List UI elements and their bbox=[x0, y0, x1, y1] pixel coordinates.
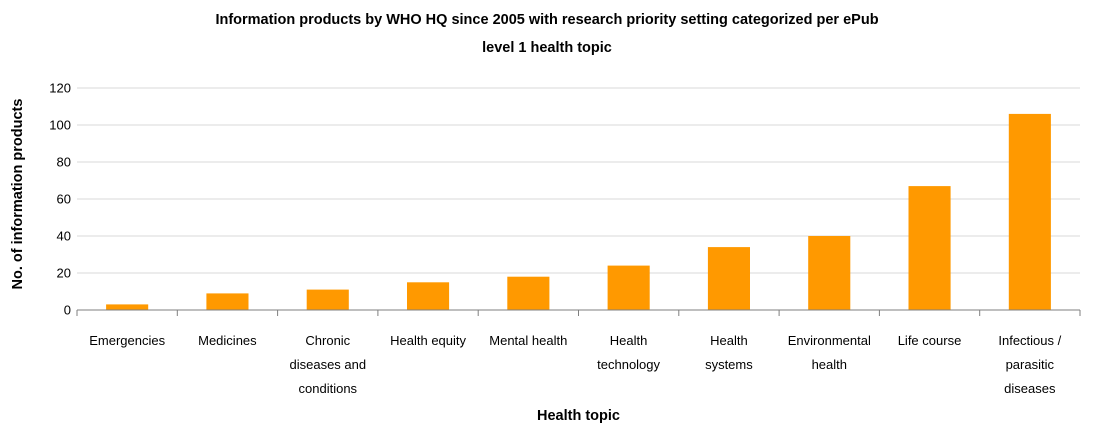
x-category-label: diseases bbox=[1004, 381, 1056, 396]
bar bbox=[908, 186, 951, 310]
x-category-label: health bbox=[812, 357, 847, 372]
x-category-label: Emergencies bbox=[89, 333, 165, 348]
bar bbox=[507, 276, 550, 310]
x-category-label: Infectious / bbox=[998, 333, 1061, 348]
bars bbox=[106, 113, 1051, 311]
x-category-label: Mental health bbox=[489, 333, 567, 348]
bar bbox=[407, 282, 450, 311]
y-tick-label: 0 bbox=[64, 303, 71, 318]
chart-title: Information products by WHO HQ since 200… bbox=[215, 12, 878, 56]
x-category-label: Medicines bbox=[198, 333, 257, 348]
bar bbox=[306, 289, 349, 310]
y-tick-label: 100 bbox=[49, 118, 71, 133]
y-tick-label: 60 bbox=[57, 192, 71, 207]
bar bbox=[206, 293, 249, 310]
x-axis-title: Health topic bbox=[537, 408, 620, 424]
x-axis bbox=[76, 309, 1081, 316]
x-category-label: Life course bbox=[898, 333, 962, 348]
x-category-label: diseases and bbox=[289, 357, 366, 372]
chart-title-line: level 1 health topic bbox=[482, 40, 612, 56]
x-category-label: technology bbox=[597, 357, 660, 372]
bar bbox=[607, 265, 650, 310]
x-category-label: systems bbox=[705, 357, 753, 372]
bar bbox=[106, 304, 149, 310]
bar bbox=[707, 247, 750, 310]
y-tick-label: 20 bbox=[57, 266, 71, 281]
x-category-label: Environmental bbox=[788, 333, 871, 348]
y-tick-label: 40 bbox=[57, 229, 71, 244]
y-axis-ticks: 0 20 40 60 80 100 120 bbox=[49, 81, 71, 318]
y-tick-label: 120 bbox=[49, 81, 71, 96]
x-category-label: Health equity bbox=[390, 333, 466, 348]
y-axis-title: No. of information products bbox=[10, 99, 26, 290]
x-category-label: parasitic bbox=[1006, 357, 1055, 372]
x-category-label: conditions bbox=[299, 381, 358, 396]
y-tick-label: 80 bbox=[57, 155, 71, 170]
bar bbox=[1008, 113, 1051, 311]
x-axis-category-labels: Emergencies Medicines Chronic diseases and c… bbox=[89, 333, 1061, 396]
chart-title-line: Information products by WHO HQ since 200… bbox=[215, 12, 878, 28]
x-category-label: Chronic bbox=[305, 333, 350, 348]
bar bbox=[808, 236, 851, 310]
x-category-label: Health bbox=[710, 333, 748, 348]
x-category-label: Health bbox=[610, 333, 648, 348]
